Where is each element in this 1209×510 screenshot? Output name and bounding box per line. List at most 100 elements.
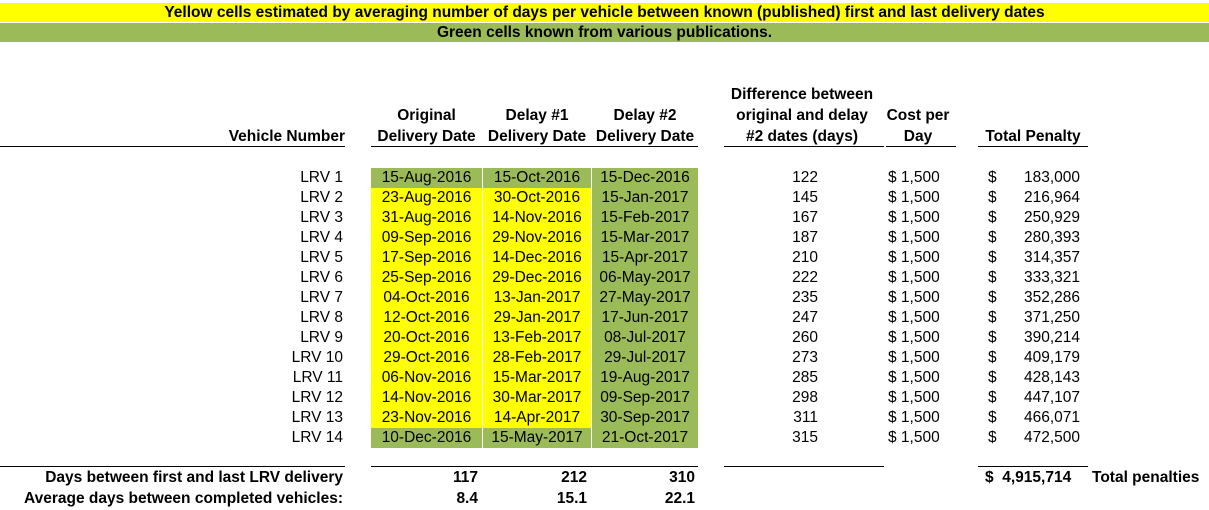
avg-original: 8.4 — [456, 490, 478, 507]
delay1-date-cell: 28-Feb-2017 — [483, 348, 591, 368]
cost-per-day-cell: $ 1,500 — [888, 389, 940, 406]
cost-per-day-cell: $ 1,500 — [888, 369, 940, 386]
header-delay2-line2: Delivery Date — [595, 128, 695, 145]
difference-days-cell: 145 — [792, 189, 818, 206]
original-date-cell: 14-Nov-2016 — [371, 388, 482, 408]
cost-per-day-cell: $ 1,500 — [888, 289, 940, 306]
cost-per-day-cell: $ 1,500 — [888, 189, 940, 206]
difference-days-cell: 315 — [792, 429, 818, 446]
difference-days-cell: 298 — [792, 389, 818, 406]
total-penalties-label: Total penalties — [1092, 469, 1200, 486]
yellow-legend-banner: Yellow cells estimated by averaging numb… — [0, 3, 1209, 22]
header-original-delivery-date: Original Delivery Date — [371, 105, 482, 147]
penalty-currency-cell: $ — [988, 269, 997, 286]
delay1-date-cell: 15-Mar-2017 — [483, 368, 591, 388]
difference-days-cell: 210 — [792, 249, 818, 266]
delay2-date-cell: 17-Jun-2017 — [592, 308, 698, 328]
delay1-date-cell: 15-May-2017 — [483, 428, 591, 448]
penalty-currency-cell: $ — [988, 209, 997, 226]
header-delay1-line2: Delivery Date — [487, 128, 587, 145]
penalty-currency-cell: $ — [988, 329, 997, 346]
header-delay1-line1: Delay #1 — [505, 107, 569, 124]
delay2-date-cell: 29-Jul-2017 — [592, 348, 698, 368]
vehicle-number-cell: LRV 13 — [291, 409, 343, 426]
delay1-date-cell: 29-Dec-2016 — [483, 268, 591, 288]
delay2-date-cell: 19-Aug-2017 — [592, 368, 698, 388]
total-penalty-cell: 216,964 — [1023, 189, 1080, 206]
delay1-date-cell: 14-Nov-2016 — [483, 208, 591, 228]
original-date-cell: 12-Oct-2016 — [371, 308, 482, 328]
vehicle-number-cell: LRV 11 — [292, 369, 343, 386]
vehicle-number-cell: LRV 6 — [300, 269, 343, 286]
header-cost-per-day: Cost per Day — [880, 105, 956, 147]
original-date-cell: 20-Oct-2016 — [371, 328, 482, 348]
delay2-date-cell: 09-Sep-2017 — [592, 388, 698, 408]
original-date-cell: 17-Sep-2016 — [371, 248, 482, 268]
summary-rule-total — [978, 466, 1088, 467]
avg-delay1: 15.1 — [556, 490, 587, 507]
summary-rule-diff — [724, 466, 884, 467]
header-cost-line1: Cost per — [886, 107, 950, 124]
total-penalty-cell: 352,286 — [1023, 289, 1080, 306]
original-date-cell: 09-Sep-2016 — [371, 228, 482, 248]
total-penalty-cell: 447,107 — [1023, 389, 1080, 406]
difference-days-cell: 222 — [792, 269, 818, 286]
days-between-label: Days between first and last LRV delivery — [45, 469, 343, 486]
days-delay2: 310 — [669, 469, 695, 486]
original-date-cell: 25-Sep-2016 — [371, 268, 482, 288]
summary-rule-dates — [371, 466, 698, 467]
delay1-date-cell: 15-Oct-2016 — [483, 168, 591, 188]
cost-per-day-cell: $ 1,500 — [888, 429, 940, 446]
difference-days-cell: 260 — [792, 329, 818, 346]
vehicle-number-cell: LRV 3 — [300, 209, 343, 226]
cost-per-day-cell: $ 1,500 — [888, 249, 940, 266]
header-rule-penalty — [978, 146, 1088, 147]
header-original-line1: Original — [397, 107, 456, 124]
delay1-date-cell: 14-Dec-2016 — [483, 248, 591, 268]
header-delay2-line1: Delay #2 — [613, 107, 677, 124]
total-penalty-cell: 428,143 — [1023, 369, 1080, 386]
header-delay2-delivery-date: Delay #2 Delivery Date — [592, 105, 698, 147]
delay2-date-cell: 15-Dec-2016 — [592, 168, 698, 188]
delay1-date-cell: 13-Jan-2017 — [483, 288, 591, 308]
delay2-date-cell: 15-Mar-2017 — [592, 228, 698, 248]
vehicle-number-cell: LRV 9 — [300, 329, 343, 346]
penalty-currency-cell: $ — [988, 169, 997, 186]
penalty-currency-cell: $ — [988, 229, 997, 246]
cost-per-day-cell: $ 1,500 — [888, 349, 940, 366]
original-date-cell: 29-Oct-2016 — [371, 348, 482, 368]
delay1-date-cell: 13-Feb-2017 — [483, 328, 591, 348]
penalty-currency-cell: $ — [988, 309, 997, 326]
header-difference-line1: Difference between — [730, 86, 874, 103]
avg-delay2: 22.1 — [664, 490, 695, 507]
header-difference-line2: original and delay — [736, 107, 868, 124]
vehicle-number-cell: LRV 5 — [300, 249, 343, 266]
header-rule-cost — [886, 146, 956, 147]
vehicle-number-cell: LRV 1 — [300, 169, 343, 186]
original-date-cell: 23-Nov-2016 — [371, 408, 482, 428]
difference-days-cell: 247 — [792, 309, 818, 326]
header-rule-left — [0, 146, 345, 147]
cost-per-day-cell: $ 1,500 — [888, 209, 940, 226]
penalty-currency-cell: $ — [988, 349, 997, 366]
header-difference-days: Difference between original and delay #2… — [718, 84, 886, 147]
header-total-penalty: Total Penalty — [985, 128, 1081, 145]
delay1-date-cell: 30-Oct-2016 — [483, 188, 591, 208]
delay1-date-cell: 30-Mar-2017 — [483, 388, 591, 408]
total-penalty-cell: 183,000 — [1023, 169, 1080, 186]
days-delay1: 212 — [561, 469, 587, 486]
vehicle-number-cell: LRV 8 — [300, 309, 343, 326]
average-days-label: Average days between completed vehicles: — [23, 490, 343, 507]
total-penalty-cell: 333,321 — [1023, 269, 1080, 286]
original-date-cell: 23-Aug-2016 — [371, 188, 482, 208]
header-rule-dates — [371, 146, 698, 147]
delay2-date-cell: 30-Sep-2017 — [592, 408, 698, 428]
difference-days-cell: 235 — [792, 289, 818, 306]
original-date-cell: 15-Aug-2016 — [371, 168, 482, 188]
delay1-date-cell: 29-Nov-2016 — [483, 228, 591, 248]
penalty-currency-cell: $ — [988, 189, 997, 206]
delay2-date-cell: 15-Feb-2017 — [592, 208, 698, 228]
total-penalty-cell: 314,357 — [1023, 249, 1080, 266]
cost-per-day-cell: $ 1,500 — [888, 229, 940, 246]
delay2-date-cell: 15-Jan-2017 — [592, 188, 698, 208]
